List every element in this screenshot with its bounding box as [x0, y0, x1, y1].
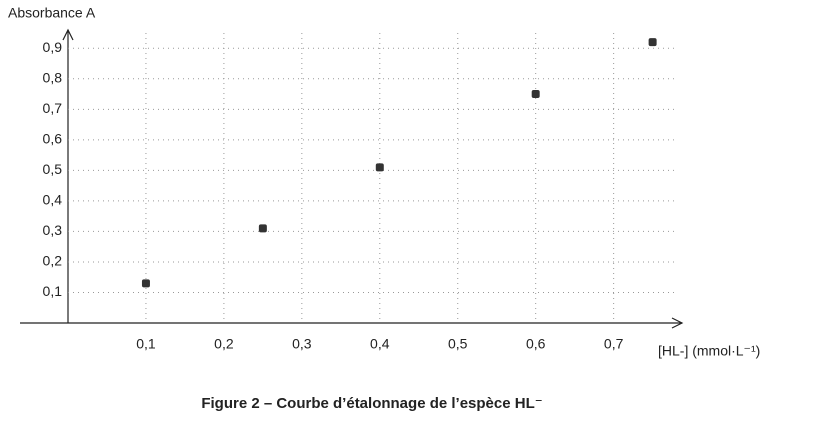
y-tick-label: 0,2	[43, 253, 63, 269]
x-tick-label: 0,5	[448, 336, 468, 352]
x-tick-label: 0,1	[136, 336, 156, 352]
axes	[20, 28, 684, 329]
point	[375, 163, 384, 172]
y-tick-label: 0,6	[43, 131, 63, 147]
x-tick-label: 0,3	[292, 336, 312, 352]
point	[648, 38, 657, 47]
point	[258, 224, 267, 233]
y-tick-label: 0,5	[43, 161, 63, 177]
y-tick-label: 0,3	[43, 222, 63, 238]
y-tick-label: 0,4	[43, 192, 63, 208]
y-arrow	[62, 28, 74, 41]
caption: Figure 2 – Courbe d’étalonnage de l’espè…	[201, 395, 542, 412]
x-tick-label: 0,6	[526, 336, 546, 352]
y-tick-label: 0,7	[43, 100, 63, 116]
x-tick-label: 0,2	[214, 336, 234, 352]
x-axis-label: [HL-] (mmol·L⁻¹)	[658, 343, 760, 359]
x-tick-label: 0,4	[370, 336, 390, 352]
y-tick-label: 0,1	[43, 283, 63, 299]
y-tick-label: 0,8	[43, 69, 63, 85]
point	[531, 90, 540, 99]
y-tick-label: 0,9	[43, 39, 63, 55]
y-axis-label: Absorbance A	[8, 5, 96, 21]
x-arrow	[671, 317, 684, 329]
point	[141, 279, 150, 288]
x-tick-label: 0,7	[604, 336, 624, 352]
